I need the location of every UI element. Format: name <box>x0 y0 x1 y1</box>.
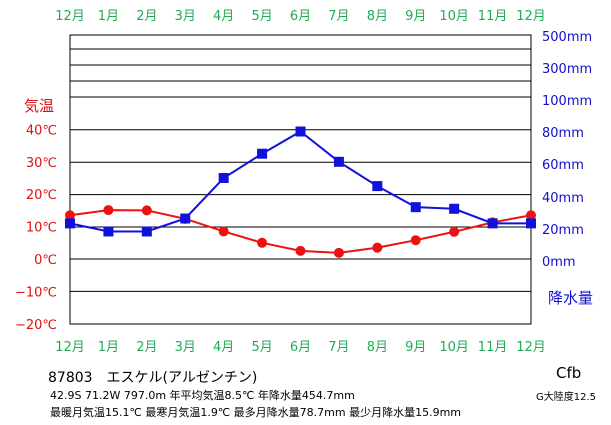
precipitation-point <box>218 173 229 183</box>
station-coords: 42.9S 71.2W 797.0m 年平均気温8.5℃ 年降水量454.7mm <box>50 389 355 402</box>
month-label-top: 4月 <box>213 9 234 24</box>
right-tick-label: 0mm <box>542 255 576 270</box>
precipitation-point <box>65 218 75 229</box>
right-tick-label: 60mm <box>542 158 584 173</box>
month-label-top: 8月 <box>367 9 388 24</box>
right-tick-label: 40mm <box>542 191 584 206</box>
month-label-bottom: 2月 <box>136 340 157 355</box>
precipitation-point <box>487 218 498 229</box>
month-label-bottom: 8月 <box>367 340 388 355</box>
precipitation-point <box>410 202 421 213</box>
station-extremes: 最暖月気温15.1℃ 最寒月気温1.9℃ 最多月降水量78.7mm 最少月降水量… <box>50 406 462 419</box>
right-tick-label: 80mm <box>542 126 584 141</box>
month-label-top: 11月 <box>478 9 508 24</box>
continentality: G大陸度12.5 <box>536 392 597 403</box>
month-label-top: 6月 <box>290 9 311 24</box>
temperature-point <box>333 247 344 258</box>
month-label-bottom: 6月 <box>290 340 311 355</box>
temperature-point <box>526 210 536 221</box>
month-label-bottom: 10月 <box>439 340 469 355</box>
month-label-bottom: 11月 <box>478 340 508 355</box>
precipitation-point <box>526 218 536 229</box>
temperature-point <box>218 226 229 237</box>
month-label-bottom: 5月 <box>251 340 272 355</box>
temperature-point <box>65 210 75 221</box>
temperature-point <box>372 242 383 253</box>
precipitation-point <box>103 226 114 237</box>
month-label-bottom: 12月 <box>55 340 85 355</box>
month-label-bottom: 9月 <box>405 340 426 355</box>
month-label-top: 2月 <box>136 9 157 24</box>
month-label-bottom: 4月 <box>213 340 234 355</box>
plot-frame <box>69 34 532 325</box>
month-label-bottom: 12月 <box>516 340 546 355</box>
month-label-top: 10月 <box>439 9 469 24</box>
precipitation-point <box>449 203 460 214</box>
right-tick-label: 300mm <box>542 62 592 77</box>
temperature-point <box>141 205 152 216</box>
right-tick-label: 20mm <box>542 223 584 238</box>
month-label-top: 12月 <box>55 9 85 24</box>
right-tick-label: 100mm <box>542 94 592 109</box>
month-label-top: 5月 <box>251 9 272 24</box>
right-tick-label: 500mm <box>542 30 592 45</box>
precipitation-point <box>372 181 383 192</box>
month-label-bottom: 3月 <box>175 340 196 355</box>
month-label-top: 1月 <box>98 9 119 24</box>
left-tick-label: −20℃ <box>15 318 57 333</box>
precipitation-point <box>257 148 268 159</box>
temperature-point <box>449 226 460 237</box>
month-label-top: 9月 <box>405 9 426 24</box>
month-label-bottom: 7月 <box>328 340 349 355</box>
left-tick-label: −10℃ <box>15 285 57 300</box>
precipitation-point <box>180 213 191 224</box>
left-tick-label: 10℃ <box>26 221 57 236</box>
month-label-top: 7月 <box>328 9 349 24</box>
precipitation-point <box>295 126 306 137</box>
right-axis-title: 降水量 <box>548 289 593 307</box>
temperature-point <box>295 245 306 256</box>
left-tick-label: 20℃ <box>26 188 57 203</box>
month-label-bottom: 1月 <box>98 340 119 355</box>
month-label-top: 3月 <box>175 9 196 24</box>
left-tick-label: 0℃ <box>34 253 57 268</box>
precipitation-point <box>333 156 344 167</box>
precipitation-point <box>141 226 152 237</box>
temperature-point <box>257 237 268 248</box>
temperature-point <box>103 205 114 216</box>
precipitation-line <box>69 130 531 233</box>
station-id-name: 87803 エスケル(アルゼンチン) <box>48 370 258 386</box>
climate-class: Cfb <box>556 364 582 382</box>
month-label-top: 12月 <box>516 9 546 24</box>
left-axis-title: 気温 <box>24 97 54 115</box>
left-tick-label: 40℃ <box>26 123 57 138</box>
left-tick-label: 30℃ <box>26 156 57 171</box>
temperature-point <box>410 235 421 246</box>
